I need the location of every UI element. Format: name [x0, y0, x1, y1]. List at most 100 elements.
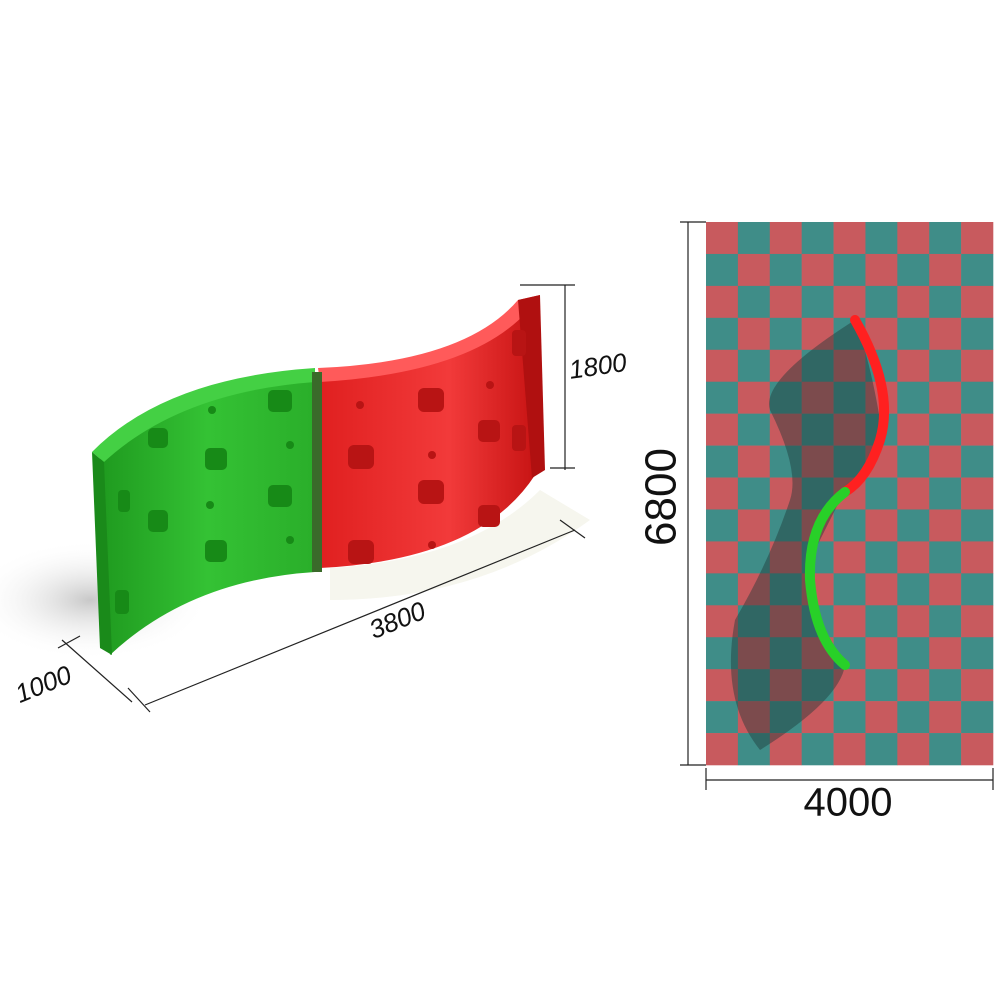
- tile: [897, 381, 930, 414]
- tile: [706, 605, 739, 638]
- tile: [897, 701, 930, 734]
- tile: [769, 605, 802, 638]
- tile: [706, 477, 739, 510]
- tile: [929, 445, 962, 478]
- tile: [706, 541, 739, 574]
- tile: [961, 381, 994, 414]
- tile: [769, 733, 802, 766]
- floor-tiles: [706, 222, 994, 766]
- tile: [833, 381, 866, 414]
- tile: [737, 477, 771, 510]
- tile: [929, 317, 962, 351]
- plan-view: 6800 4000: [637, 221, 994, 825]
- plan-dimension-lines: [680, 221, 994, 790]
- area-width-label: 4000: [804, 781, 893, 825]
- tile: [801, 285, 834, 319]
- floor-light: [330, 490, 590, 600]
- tile: [737, 605, 771, 638]
- tile: [865, 605, 898, 638]
- tile: [706, 701, 739, 734]
- tile: [706, 222, 739, 255]
- tile: [897, 541, 930, 574]
- tile: [929, 253, 962, 287]
- tile: [769, 253, 802, 287]
- tile: [961, 413, 994, 446]
- tile: [961, 222, 994, 255]
- tile: [961, 253, 994, 287]
- height-label: 1800: [567, 347, 629, 385]
- tile: [833, 541, 866, 574]
- wall-shadow: [730, 320, 882, 750]
- tile: [897, 733, 930, 766]
- tile: [769, 222, 802, 255]
- tile: [929, 701, 962, 734]
- tile: [961, 733, 994, 766]
- tile: [737, 701, 771, 734]
- tile: [801, 222, 834, 255]
- tile: [865, 733, 898, 766]
- tile: [929, 541, 962, 574]
- tile: [897, 349, 930, 383]
- tile: [737, 541, 771, 574]
- tile: [769, 669, 802, 702]
- tile: [706, 285, 739, 319]
- tile: [737, 381, 771, 414]
- tile: [769, 541, 802, 574]
- tile: [865, 222, 898, 255]
- tile: [833, 253, 866, 287]
- tile: [865, 509, 898, 542]
- tile: [897, 605, 930, 638]
- tile: [801, 733, 834, 766]
- tile: [897, 669, 930, 702]
- tile: [769, 445, 802, 478]
- tile: [706, 253, 739, 287]
- red-wall-plan: [840, 315, 890, 497]
- tile: [769, 509, 802, 542]
- tile: [897, 253, 930, 287]
- tile: [897, 637, 930, 670]
- tile: [801, 701, 834, 734]
- tile: [737, 445, 771, 478]
- tile: [929, 349, 962, 383]
- tile: [865, 477, 898, 510]
- tile: [897, 317, 930, 351]
- tile: [961, 445, 994, 478]
- tile: [897, 573, 930, 606]
- green-rim: [92, 368, 315, 462]
- tile: [929, 509, 962, 542]
- tile: [961, 317, 994, 351]
- green-holds: [115, 390, 294, 614]
- tile: [801, 381, 834, 414]
- tile: [833, 605, 866, 638]
- tile: [801, 349, 834, 383]
- red-rim: [318, 295, 540, 382]
- tile: [929, 222, 962, 255]
- tile: [961, 701, 994, 734]
- tile: [769, 349, 802, 383]
- tile: [769, 413, 802, 446]
- green-panel: [100, 375, 315, 655]
- green-wall-plan: [804, 487, 850, 670]
- tile: [961, 509, 994, 542]
- tile: [833, 733, 866, 766]
- panel-joint: [312, 372, 322, 572]
- tile: [801, 317, 834, 351]
- tile: [737, 222, 771, 255]
- tile: [961, 541, 994, 574]
- tile: [961, 605, 994, 638]
- tile: [833, 285, 866, 319]
- tile: [706, 733, 739, 766]
- green-edge: [92, 452, 112, 655]
- tile: [706, 413, 739, 446]
- tile: [897, 413, 930, 446]
- tile: [706, 381, 739, 414]
- tile: [865, 637, 898, 670]
- tile: [737, 509, 771, 542]
- tile: [961, 477, 994, 510]
- tile: [769, 317, 802, 351]
- red-panel: [320, 300, 535, 568]
- tile: [706, 349, 739, 383]
- tile: [833, 413, 866, 446]
